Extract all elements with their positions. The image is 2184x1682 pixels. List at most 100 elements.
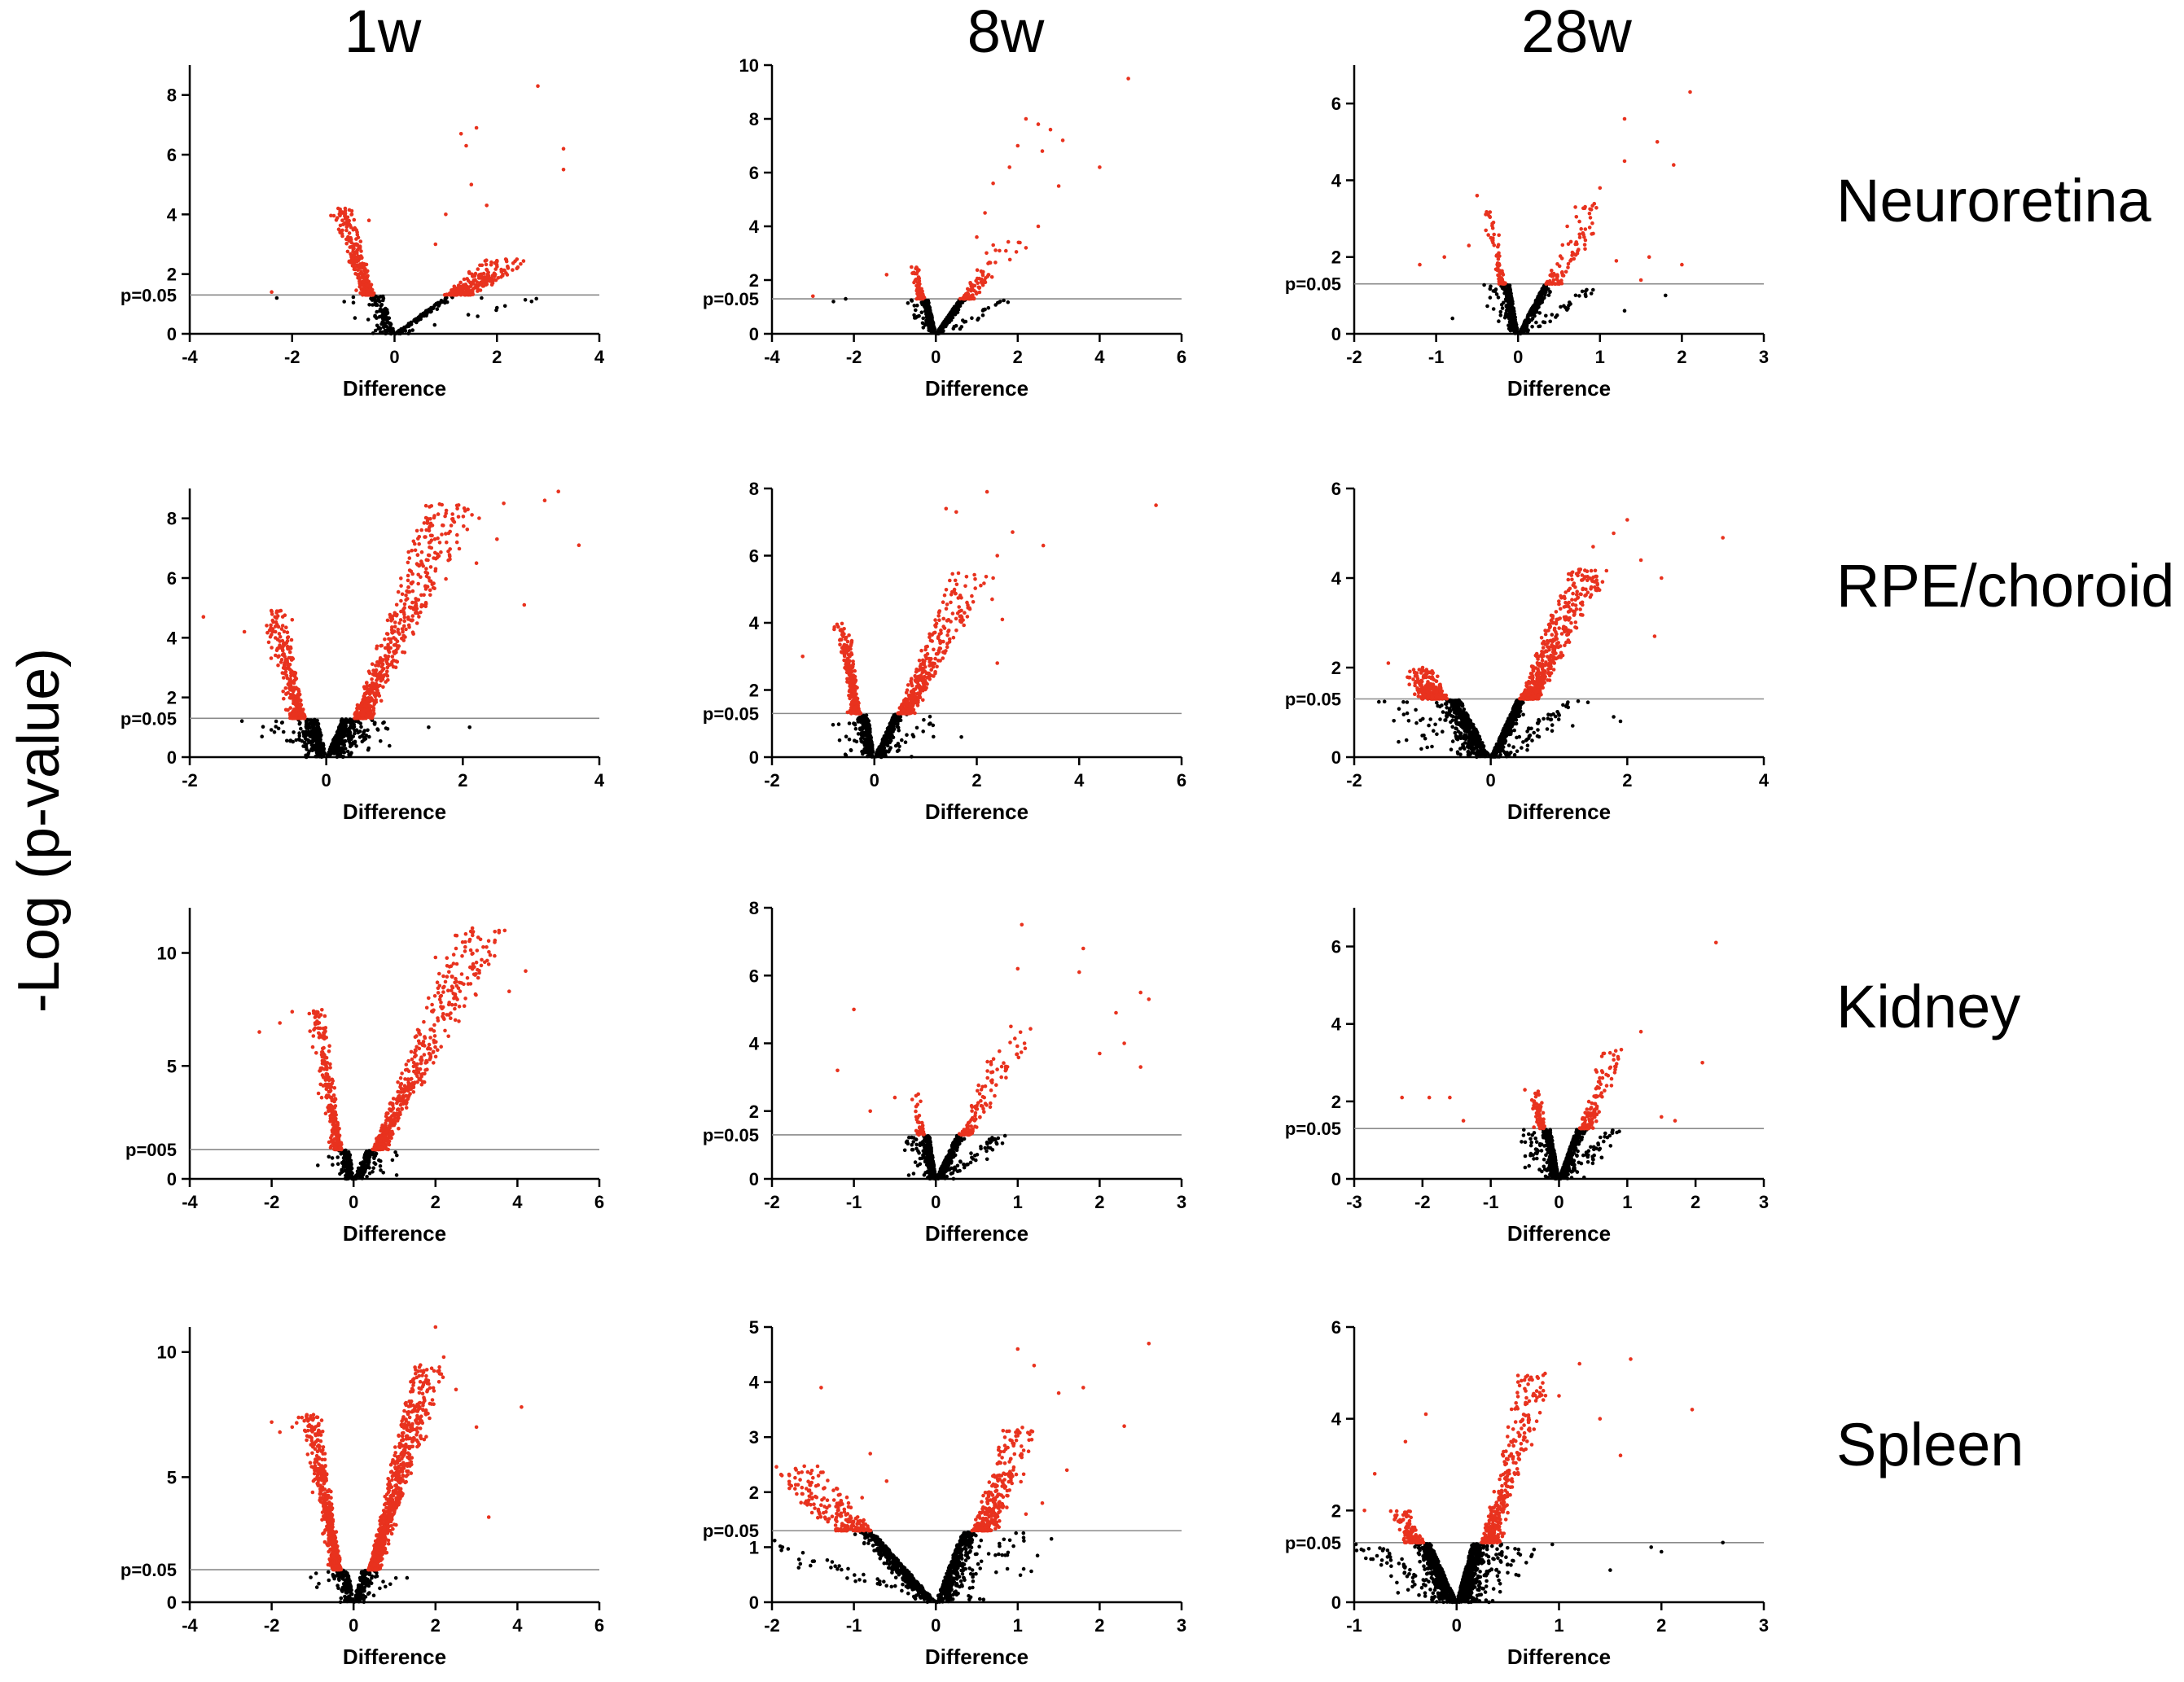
significant-point (956, 571, 961, 576)
significant-point (841, 633, 845, 637)
nonsignificant-point (837, 738, 842, 742)
nonsignificant-point (314, 743, 318, 748)
nonsignificant-point (888, 740, 892, 745)
significant-point (354, 243, 359, 247)
significant-point (274, 609, 279, 613)
significant-point (848, 696, 852, 701)
significant-point (414, 528, 419, 533)
significant-point (410, 614, 415, 618)
nonsignificant-point (385, 327, 390, 332)
nonsignificant-point (947, 314, 952, 318)
significant-point (410, 549, 414, 553)
significant-point (1579, 226, 1583, 231)
y-tick-label: 4 (749, 613, 760, 633)
outlier-point (1000, 617, 1005, 622)
outlier-point (1491, 221, 1496, 225)
significant-point (391, 658, 396, 663)
outlier-point (1126, 77, 1130, 81)
significant-point (286, 645, 290, 649)
significant-point (457, 546, 462, 551)
significant-point (298, 702, 303, 707)
nonsignificant-point (360, 739, 365, 744)
significant-point (962, 623, 966, 628)
outlier-point (831, 300, 835, 304)
nonsignificant-point (955, 305, 959, 310)
x-tick-label: 2 (971, 770, 981, 791)
nonsignificant-point (906, 301, 910, 305)
significant-point (910, 696, 914, 701)
significant-point (914, 265, 919, 269)
y-tick-label: 2 (167, 688, 177, 708)
significant-point (455, 506, 459, 511)
significant-point (401, 607, 406, 611)
significant-point (832, 627, 836, 632)
significant-point (385, 661, 390, 666)
x-tick-label: 0 (322, 770, 331, 791)
significant-point (1484, 228, 1488, 233)
significant-point (975, 268, 980, 273)
significant-point (284, 625, 288, 629)
outlier-point (336, 206, 340, 211)
significant-point (953, 591, 958, 596)
significant-point (969, 288, 973, 293)
significant-point (1566, 261, 1571, 266)
significant-point (854, 699, 859, 704)
x-tick-label: 4 (594, 770, 605, 791)
significant-point (1590, 221, 1594, 226)
nonsignificant-point (379, 322, 384, 326)
significant-point (485, 258, 489, 263)
significant-point (419, 604, 423, 609)
significant-point (357, 716, 361, 720)
significant-point (922, 662, 927, 666)
significant-point (395, 612, 399, 617)
column-title-8w: 8w (967, 0, 1045, 65)
significant-point (393, 642, 397, 647)
significant-point (958, 609, 962, 614)
nonsignificant-point (381, 721, 385, 725)
significant-point (462, 277, 467, 282)
nonsignificant-point (1559, 304, 1563, 309)
outlier-point (1638, 278, 1643, 283)
y-tick-label: 4 (1331, 568, 1342, 589)
outlier-point (427, 725, 431, 729)
outlier-point (474, 561, 479, 565)
nonsignificant-point (402, 325, 406, 330)
nonsignificant-point (858, 719, 862, 723)
nonsignificant-point (883, 742, 888, 747)
nonsignificant-point (1504, 311, 1508, 316)
nonsignificant-point (327, 753, 332, 757)
significant-point (406, 550, 411, 554)
significant-point (503, 257, 508, 261)
significant-point (504, 271, 508, 275)
nonsignificant-point (954, 323, 958, 328)
threshold-label: p=0.05 (703, 289, 759, 309)
significant-point (928, 638, 933, 643)
significant-point (290, 669, 294, 673)
outlier-point (923, 647, 928, 652)
outlier-point (1614, 259, 1619, 263)
significant-point (958, 594, 963, 598)
significant-point (480, 263, 485, 268)
significant-point (357, 705, 362, 710)
significant-point (851, 710, 856, 714)
nonsignificant-point (1505, 292, 1509, 297)
nonsignificant-point (1503, 297, 1508, 302)
nonsignificant-point (900, 738, 904, 742)
significant-point (484, 262, 489, 267)
nonsignificant-point (260, 734, 265, 738)
significant-point (413, 541, 417, 546)
nonsignificant-point (1543, 287, 1548, 291)
significant-point (361, 265, 366, 269)
significant-point (970, 283, 975, 287)
significant-point (467, 286, 471, 290)
significant-point (421, 564, 425, 568)
significant-point (353, 711, 357, 715)
x-tick-label: 3 (1759, 347, 1769, 367)
nonsignificant-point (836, 722, 841, 726)
nonsignificant-point (875, 750, 879, 755)
nonsignificant-point (349, 737, 353, 742)
significant-point (414, 621, 419, 625)
significant-point (936, 611, 941, 615)
significant-point (390, 655, 395, 659)
